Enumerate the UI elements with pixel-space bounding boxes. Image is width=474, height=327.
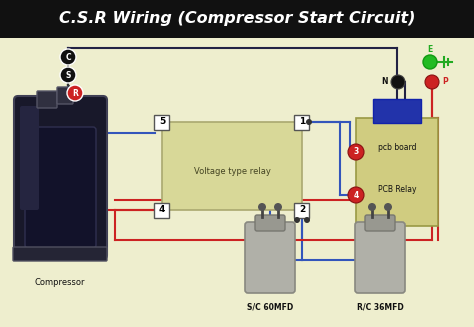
- Text: 4: 4: [159, 205, 165, 215]
- Circle shape: [60, 67, 76, 83]
- FancyBboxPatch shape: [155, 114, 170, 129]
- Text: R/C 36MFD: R/C 36MFD: [356, 303, 403, 312]
- Circle shape: [294, 217, 300, 223]
- Text: pcb board: pcb board: [378, 144, 416, 152]
- Text: C.S.R Wiring (Compressor Start Circuit): C.S.R Wiring (Compressor Start Circuit): [59, 11, 415, 26]
- Text: C: C: [65, 53, 71, 61]
- Circle shape: [384, 203, 392, 211]
- FancyBboxPatch shape: [57, 87, 73, 104]
- Text: 1: 1: [299, 117, 305, 127]
- FancyBboxPatch shape: [356, 118, 438, 226]
- FancyBboxPatch shape: [37, 91, 57, 108]
- Circle shape: [60, 49, 76, 65]
- FancyBboxPatch shape: [355, 222, 405, 293]
- FancyBboxPatch shape: [365, 215, 395, 231]
- Circle shape: [274, 203, 282, 211]
- Text: 3: 3: [354, 147, 359, 157]
- Circle shape: [425, 75, 439, 89]
- Text: R: R: [72, 89, 78, 97]
- Circle shape: [391, 75, 405, 89]
- FancyBboxPatch shape: [13, 247, 107, 261]
- FancyBboxPatch shape: [14, 96, 107, 259]
- Circle shape: [368, 203, 376, 211]
- Circle shape: [306, 119, 312, 125]
- Text: 2: 2: [299, 205, 305, 215]
- FancyBboxPatch shape: [373, 99, 421, 123]
- Text: 4: 4: [354, 191, 359, 199]
- Circle shape: [258, 203, 266, 211]
- Circle shape: [423, 55, 437, 69]
- FancyBboxPatch shape: [162, 122, 302, 210]
- Text: P: P: [442, 77, 448, 87]
- FancyBboxPatch shape: [294, 114, 310, 129]
- Text: Voltage type relay: Voltage type relay: [193, 166, 271, 176]
- Text: 5: 5: [159, 117, 165, 127]
- Circle shape: [348, 187, 364, 203]
- Text: Compressor: Compressor: [35, 278, 85, 287]
- FancyBboxPatch shape: [294, 202, 310, 217]
- Circle shape: [348, 144, 364, 160]
- Text: E: E: [428, 45, 433, 55]
- Circle shape: [304, 217, 310, 223]
- FancyBboxPatch shape: [20, 106, 39, 210]
- FancyBboxPatch shape: [245, 222, 295, 293]
- Text: S/C 60MFD: S/C 60MFD: [247, 303, 293, 312]
- FancyBboxPatch shape: [155, 202, 170, 217]
- Text: PCB Relay: PCB Relay: [378, 185, 416, 195]
- Text: S: S: [65, 71, 71, 79]
- Circle shape: [67, 85, 83, 101]
- FancyBboxPatch shape: [0, 0, 474, 38]
- FancyBboxPatch shape: [255, 215, 285, 231]
- FancyBboxPatch shape: [25, 127, 96, 248]
- Text: N: N: [382, 77, 388, 87]
